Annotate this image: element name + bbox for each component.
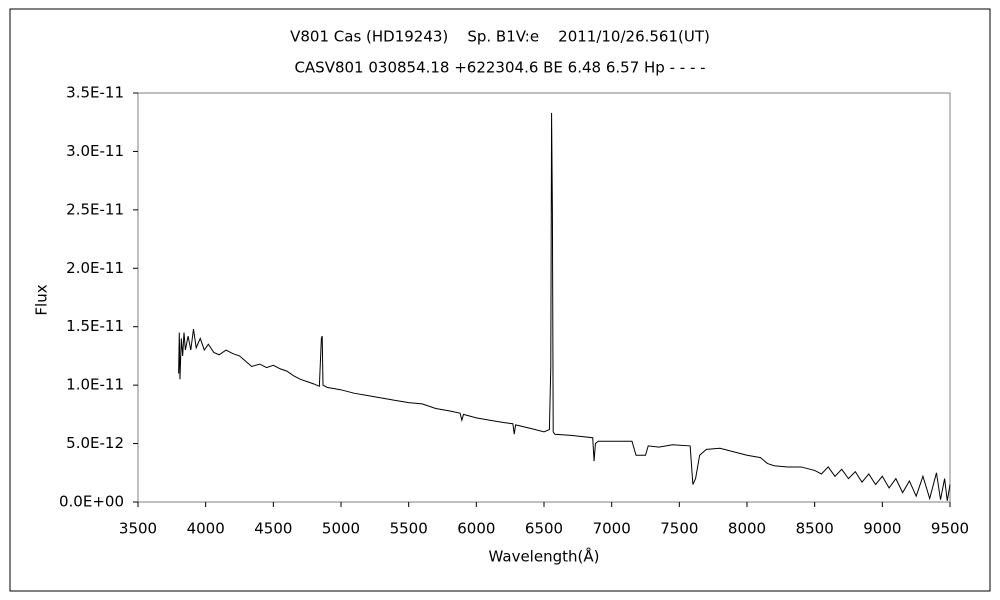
x-tick-label: 8500 (796, 520, 834, 538)
x-tick-label: 6500 (525, 520, 563, 538)
x-axis-label: Wavelength(Å) (489, 547, 600, 566)
x-tick-label: 3500 (119, 520, 157, 538)
x-tick-label: 7500 (660, 520, 698, 538)
y-tick-label: 0.0E+00 (59, 493, 124, 511)
y-tick-label: 2.5E-11 (66, 200, 124, 218)
x-tick-label: 5000 (322, 520, 360, 538)
x-tick-label: 8000 (728, 520, 766, 538)
x-tick-label: 9500 (931, 520, 969, 538)
y-tick-label: 3.0E-11 (66, 142, 124, 160)
chart-title: V801 Cas (HD19243) Sp. B1V:e 2011/10/26.… (290, 28, 710, 46)
x-tick-label: 4500 (254, 520, 292, 538)
x-tick-label: 4000 (187, 520, 225, 538)
x-tick-label: 5500 (390, 520, 428, 538)
chart-subtitle: CASV801 030854.18 +622304.6 BE 6.48 6.57… (294, 59, 705, 77)
x-tick-label: 7000 (593, 520, 631, 538)
y-tick-label: 1.5E-11 (66, 317, 124, 335)
plot-area (137, 92, 951, 503)
y-tick-label: 5.0E-12 (66, 434, 124, 452)
y-tick-label: 2.0E-11 (66, 259, 124, 277)
spectrum-line (178, 112, 951, 501)
y-tick-label: 3.5E-11 (66, 84, 124, 102)
y-tick-label: 1.0E-11 (66, 376, 124, 394)
x-tick-label: 6000 (457, 520, 495, 538)
x-tick-label: 9000 (863, 520, 901, 538)
y-axis-label: Flux (33, 284, 51, 315)
